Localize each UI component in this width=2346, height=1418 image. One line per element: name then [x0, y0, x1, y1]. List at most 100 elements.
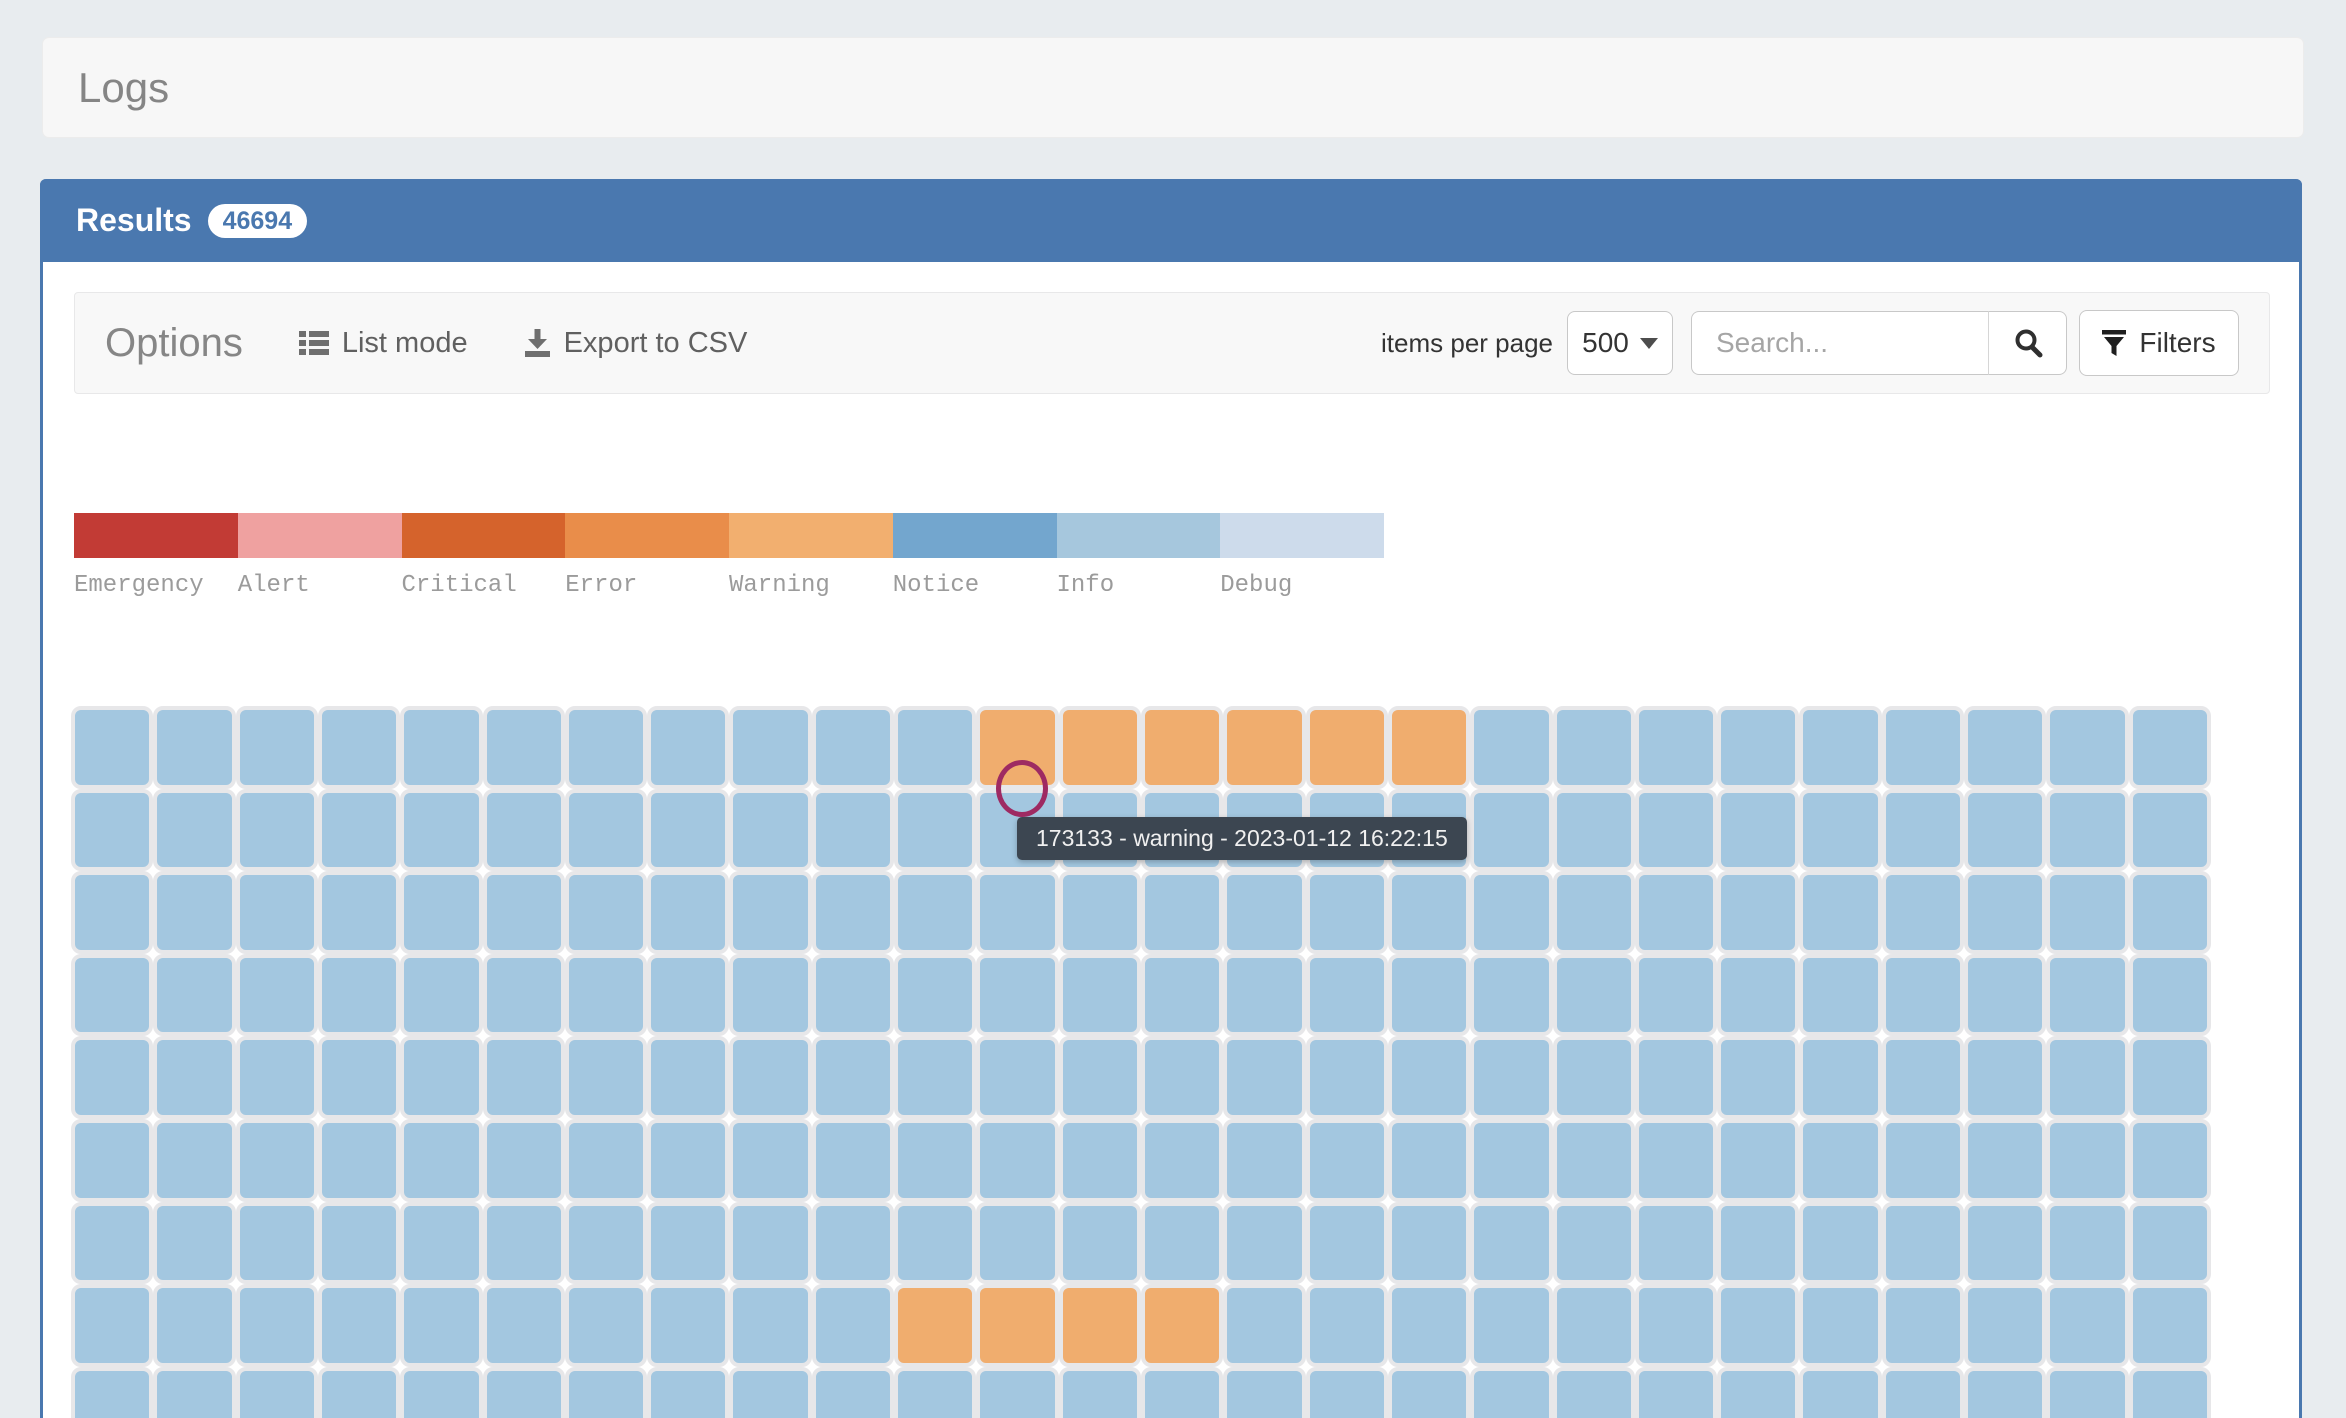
- grid-cell[interactable]: [1634, 788, 1718, 872]
- grid-cell[interactable]: [1305, 1201, 1388, 1285]
- grid-cell[interactable]: [317, 1284, 401, 1367]
- grid-cell[interactable]: [1552, 1036, 1635, 1119]
- grid-cell[interactable]: [71, 1201, 154, 1285]
- grid-cell[interactable]: [2046, 1118, 2129, 1202]
- grid-cell[interactable]: [729, 706, 812, 789]
- grid-cell[interactable]: [1470, 1366, 1553, 1418]
- grid-cell[interactable]: [71, 1284, 154, 1367]
- grid-cell[interactable]: [1223, 1284, 1306, 1367]
- grid-cell[interactable]: [317, 1118, 401, 1202]
- grid-cell[interactable]: [317, 953, 401, 1037]
- grid-cell[interactable]: [976, 1366, 1059, 1418]
- grid-cell[interactable]: [317, 1036, 401, 1119]
- grid-cell[interactable]: [1799, 1284, 1882, 1367]
- grid-cell[interactable]: [729, 788, 812, 872]
- grid-cell[interactable]: [1881, 1118, 1965, 1202]
- grid-cell[interactable]: [729, 1036, 812, 1119]
- grid-cell[interactable]: [1470, 788, 1553, 872]
- grid-cell[interactable]: [1552, 1366, 1635, 1418]
- grid-cell[interactable]: [1799, 1118, 1882, 1202]
- grid-cell[interactable]: [729, 953, 812, 1037]
- grid-cell[interactable]: [1881, 788, 1965, 872]
- grid-cell[interactable]: [482, 706, 565, 789]
- grid-cell[interactable]: [153, 1201, 236, 1285]
- grid-cell[interactable]: [1552, 1118, 1635, 1202]
- grid-cell[interactable]: [400, 1284, 483, 1367]
- grid-cell[interactable]: [647, 1118, 730, 1202]
- grid-cell[interactable]: [1717, 953, 1800, 1037]
- grid-cell[interactable]: [1141, 1118, 1224, 1202]
- grid-cell[interactable]: [153, 706, 236, 789]
- grid-cell[interactable]: [1387, 706, 1471, 789]
- grid-cell[interactable]: [976, 1118, 1059, 1202]
- grid-cell[interactable]: [1799, 953, 1882, 1037]
- grid-cell[interactable]: [2046, 1284, 2129, 1367]
- grid-cell[interactable]: [1223, 1366, 1306, 1418]
- grid-cell[interactable]: [1470, 1118, 1553, 1202]
- search-input[interactable]: [1691, 311, 1989, 375]
- grid-cell[interactable]: [1717, 1284, 1800, 1367]
- grid-cell[interactable]: [1141, 1284, 1224, 1367]
- grid-cell[interactable]: [564, 1201, 648, 1285]
- grid-cell[interactable]: [1305, 1036, 1388, 1119]
- grid-cell[interactable]: [564, 788, 648, 872]
- grid-cell[interactable]: [647, 953, 730, 1037]
- grid-cell[interactable]: [2128, 788, 2211, 872]
- grid-cell[interactable]: [317, 1366, 401, 1418]
- grid-cell[interactable]: [1964, 871, 2047, 954]
- grid-cell[interactable]: [2046, 871, 2129, 954]
- grid-cell[interactable]: [235, 1284, 318, 1367]
- grid-cell[interactable]: [811, 788, 895, 872]
- grid-cell[interactable]: [235, 1366, 318, 1418]
- grid-cell[interactable]: [1552, 706, 1635, 789]
- grid-cell[interactable]: [564, 871, 648, 954]
- grid-cell[interactable]: [647, 1366, 730, 1418]
- grid-cell[interactable]: [1634, 1118, 1718, 1202]
- grid-cell[interactable]: [811, 1118, 895, 1202]
- grid-cell[interactable]: [1387, 953, 1471, 1037]
- grid-cell[interactable]: [1881, 1201, 1965, 1285]
- grid-cell[interactable]: [400, 1366, 483, 1418]
- grid-cell[interactable]: [2128, 1201, 2211, 1285]
- grid-cell[interactable]: [894, 1201, 977, 1285]
- grid-cell[interactable]: [976, 1036, 1059, 1119]
- grid-cell[interactable]: [1223, 1201, 1306, 1285]
- grid-cell[interactable]: [1717, 1366, 1800, 1418]
- grid-cell[interactable]: [1141, 1366, 1224, 1418]
- grid-cell[interactable]: [317, 871, 401, 954]
- grid-cell[interactable]: [2128, 871, 2211, 954]
- grid-cell[interactable]: [71, 1366, 154, 1418]
- grid-cell[interactable]: [894, 1118, 977, 1202]
- grid-cell[interactable]: [1964, 1284, 2047, 1367]
- grid-cell[interactable]: [1552, 788, 1635, 872]
- grid-cell[interactable]: [1634, 706, 1718, 789]
- grid-cell[interactable]: [2046, 1201, 2129, 1285]
- grid-cell[interactable]: [482, 1201, 565, 1285]
- grid-cell[interactable]: [1387, 1366, 1471, 1418]
- grid-cell[interactable]: [317, 1201, 401, 1285]
- grid-cell[interactable]: [1799, 1201, 1882, 1285]
- grid-cell[interactable]: [1141, 953, 1224, 1037]
- grid-cell[interactable]: [482, 953, 565, 1037]
- grid-cell[interactable]: [811, 871, 895, 954]
- grid-cell[interactable]: [811, 1201, 895, 1285]
- grid-cell[interactable]: [1058, 871, 1141, 954]
- grid-cell[interactable]: [71, 1118, 154, 1202]
- grid-cell[interactable]: [71, 788, 154, 872]
- grid-cell[interactable]: [729, 871, 812, 954]
- grid-cell[interactable]: [1058, 1201, 1141, 1285]
- grid-cell[interactable]: [647, 1036, 730, 1119]
- grid-cell[interactable]: [1634, 1284, 1718, 1367]
- grid-cell[interactable]: [1141, 1036, 1224, 1119]
- grid-cell[interactable]: [1881, 1284, 1965, 1367]
- grid-cell[interactable]: [894, 788, 977, 872]
- grid-cell[interactable]: [71, 706, 154, 789]
- grid-cell[interactable]: [400, 1036, 483, 1119]
- grid-cell[interactable]: [1470, 706, 1553, 789]
- grid-cell[interactable]: [400, 1201, 483, 1285]
- items-per-page-select[interactable]: 500: [1567, 311, 1673, 375]
- grid-cell[interactable]: [1470, 1201, 1553, 1285]
- grid-cell[interactable]: [1717, 1036, 1800, 1119]
- grid-cell[interactable]: [1387, 1284, 1471, 1367]
- grid-cell[interactable]: [1305, 1284, 1388, 1367]
